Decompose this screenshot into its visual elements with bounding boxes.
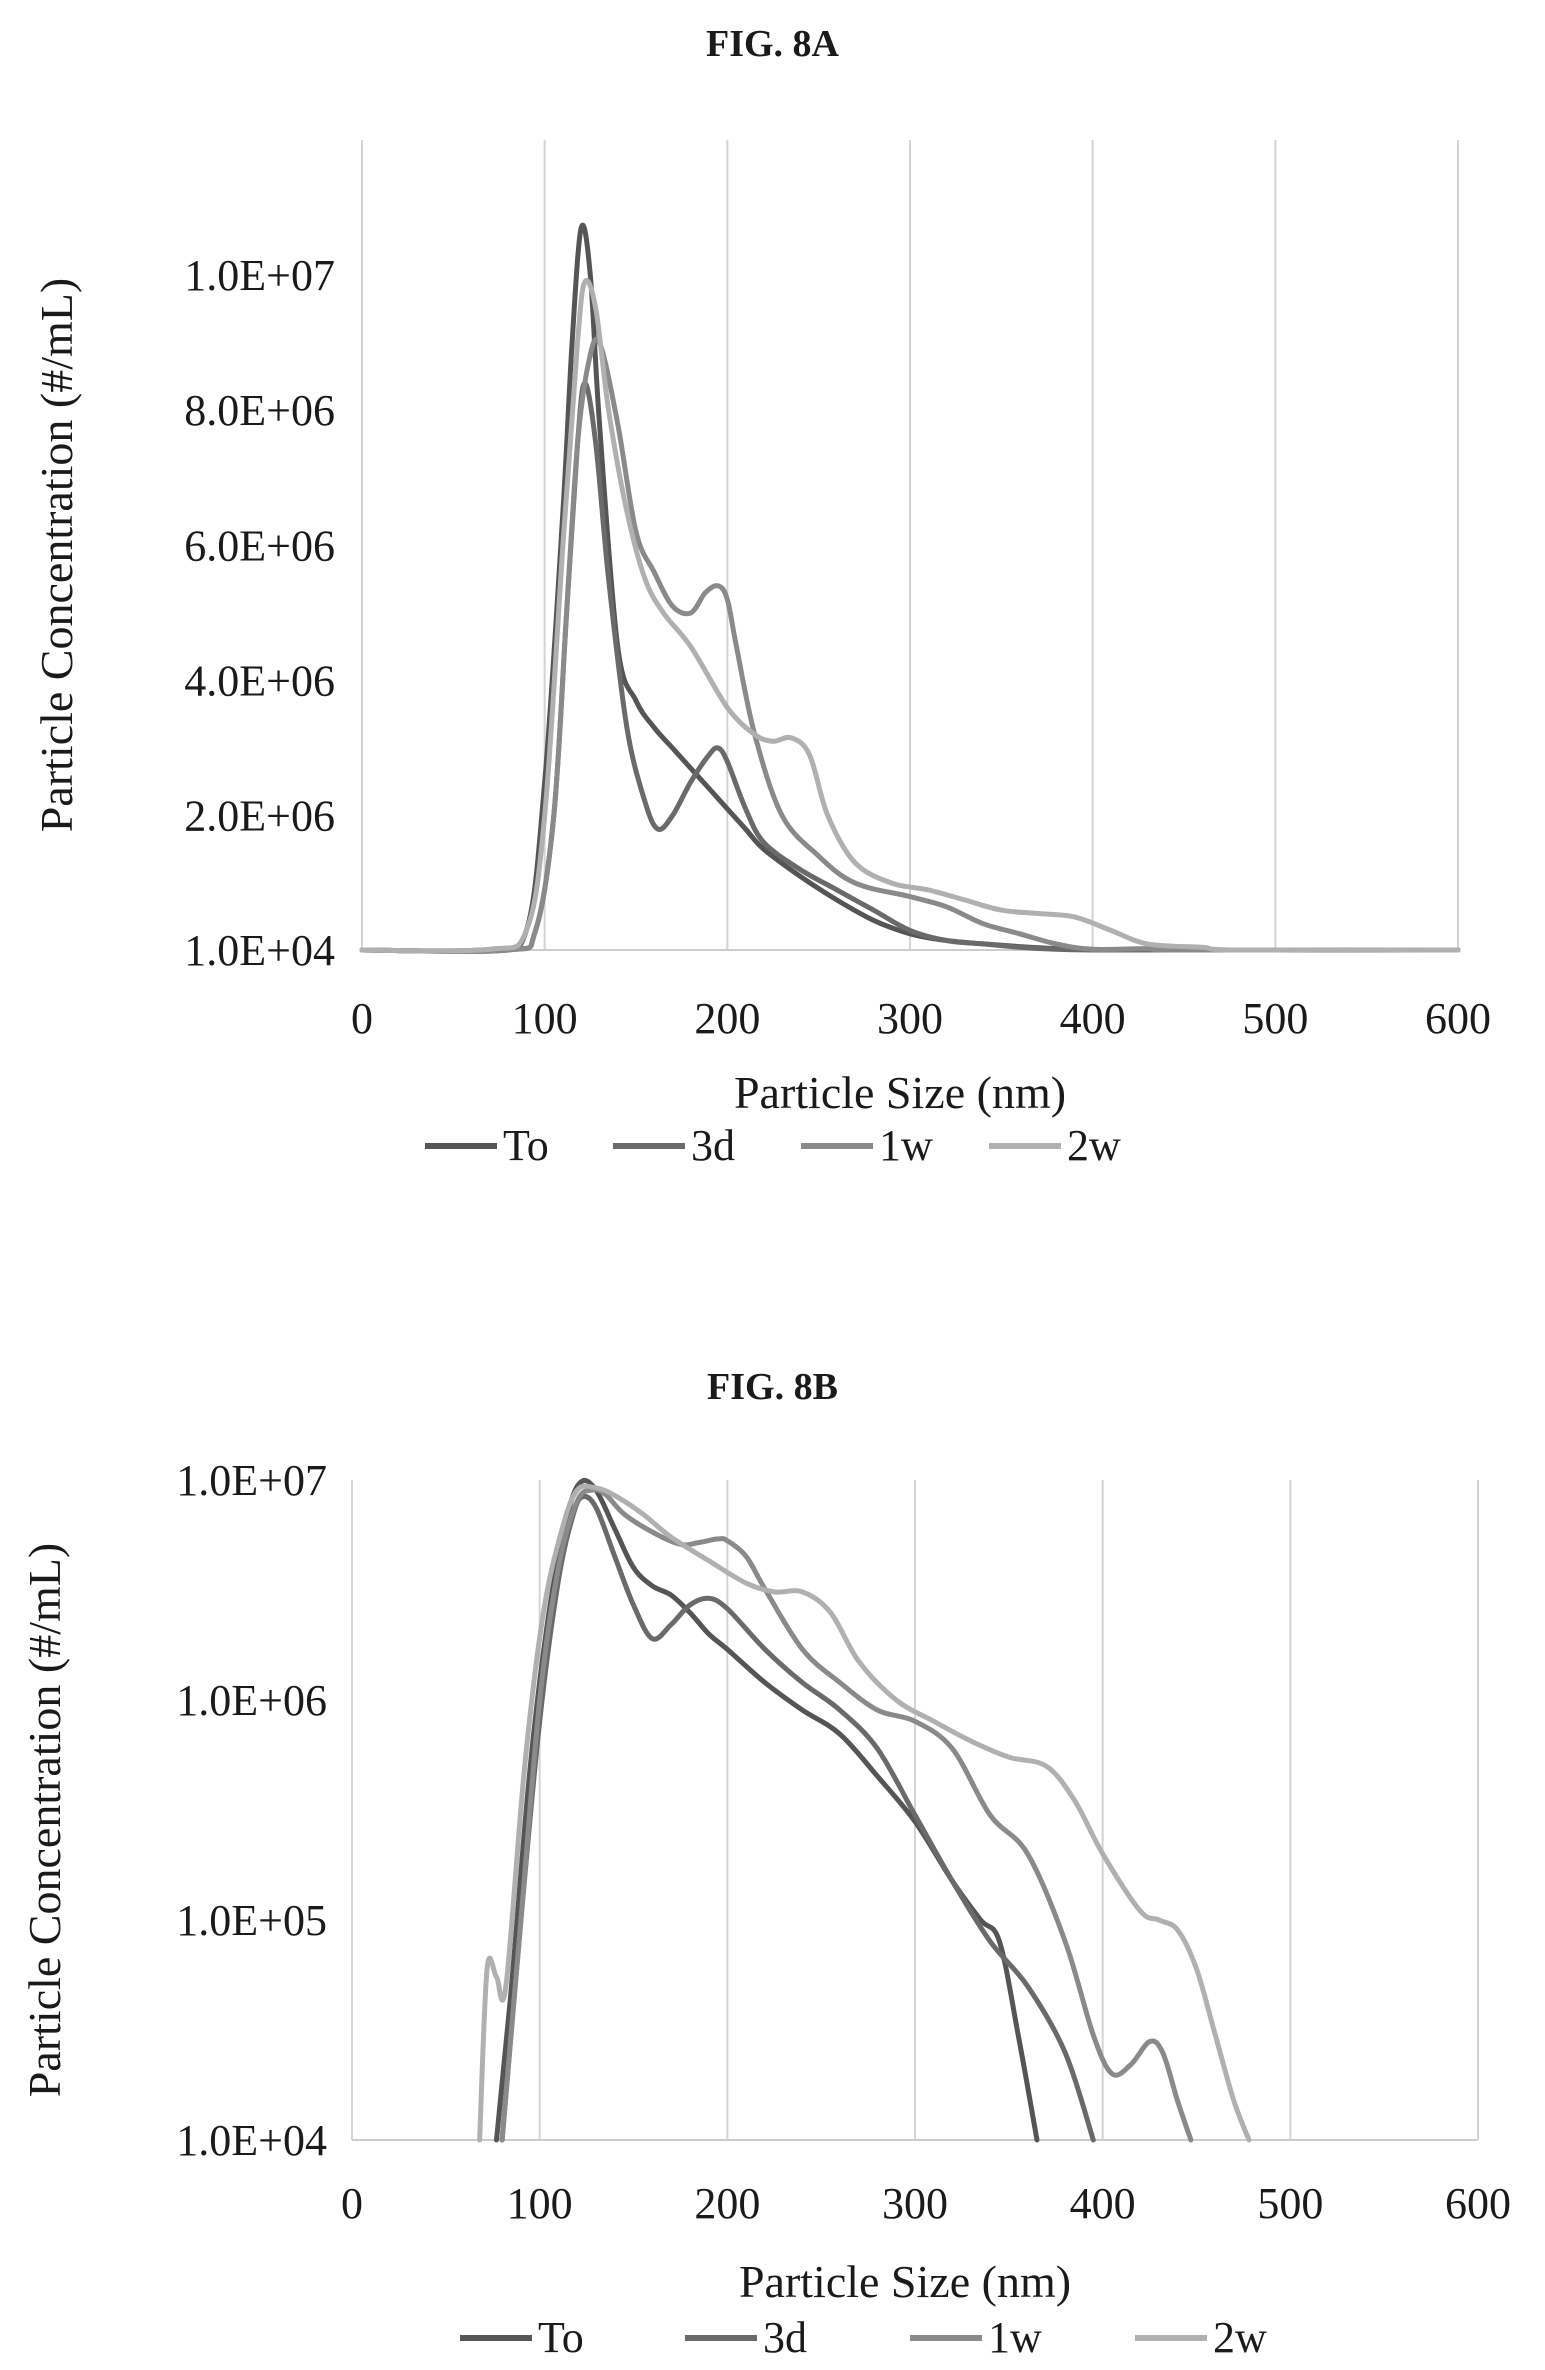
legend-label: To — [538, 2313, 584, 2362]
x-tick-label: 100 — [512, 994, 578, 1043]
series-line-2w — [359, 278, 1461, 954]
x-tick-label: 300 — [877, 994, 943, 1043]
legend-label: 3d — [691, 1121, 735, 1170]
figure-8a-chart: 0 100 200 300 400 500 600 1.0E+04 2.0E+06 4.0E+06… — [31, 140, 1491, 1170]
series-line-to — [494, 1477, 1040, 2143]
x-tick-label: 300 — [882, 2179, 948, 2228]
series-line-2w — [477, 1483, 1252, 2143]
figure-8a-title: FIG. 8A — [706, 23, 839, 65]
figure-8b-title: FIG. 8B — [707, 1366, 838, 1408]
y-tick-label: 6.0E+06 — [184, 521, 335, 570]
x-tick-label: 200 — [694, 2179, 760, 2228]
x-axis-label: Particle Size (nm) — [739, 2256, 1071, 2307]
series-line-3d — [499, 1493, 1096, 2143]
legend-label: 2w — [1213, 2313, 1267, 2362]
x-tick-label: 500 — [1242, 994, 1308, 1043]
x-tick-label: 400 — [1070, 2179, 1136, 2228]
y-tick-label: 4.0E+06 — [184, 656, 335, 705]
x-tick-label: 600 — [1425, 994, 1491, 1043]
series-line-1w — [499, 1487, 1194, 2143]
legend-label: To — [503, 1121, 549, 1170]
legend-label: 2w — [1067, 1121, 1121, 1170]
y-tick-label: 1.0E+07 — [176, 1456, 327, 1505]
y-tick-label: 1.0E+05 — [176, 1896, 327, 1945]
x-tick-label: 200 — [694, 994, 760, 1043]
y-tick-label: 1.0E+06 — [176, 1676, 327, 1725]
x-tick-label: 600 — [1445, 2179, 1511, 2228]
legend-label: 1w — [988, 2313, 1042, 2362]
y-tick-label: 8.0E+06 — [184, 386, 335, 435]
x-axis-label: Particle Size (nm) — [734, 1067, 1066, 1118]
y-axis-label: Particle Concentration (#/mL) — [19, 1543, 70, 2097]
legend-label: 3d — [763, 2313, 807, 2362]
y-tick-label: 1.0E+04 — [184, 926, 335, 975]
y-tick-label: 1.0E+07 — [184, 251, 335, 300]
y-axis-label: Particle Concentration (#/mL) — [31, 278, 82, 832]
series-line-1w — [359, 336, 1461, 954]
legend-label: 1w — [879, 1121, 933, 1170]
y-tick-label: 1.0E+04 — [176, 2116, 327, 2165]
x-tick-label: 0 — [351, 994, 373, 1043]
figure-8b-chart: 0 100 200 300 400 500 600 1.0E+04 1.0E+05 1.0E+06… — [19, 1456, 1511, 2362]
x-tick-label: 0 — [341, 2179, 363, 2228]
x-tick-label: 400 — [1060, 994, 1126, 1043]
x-tick-label: 500 — [1257, 2179, 1323, 2228]
x-tick-label: 100 — [507, 2179, 573, 2228]
y-tick-label: 2.0E+06 — [184, 792, 335, 841]
